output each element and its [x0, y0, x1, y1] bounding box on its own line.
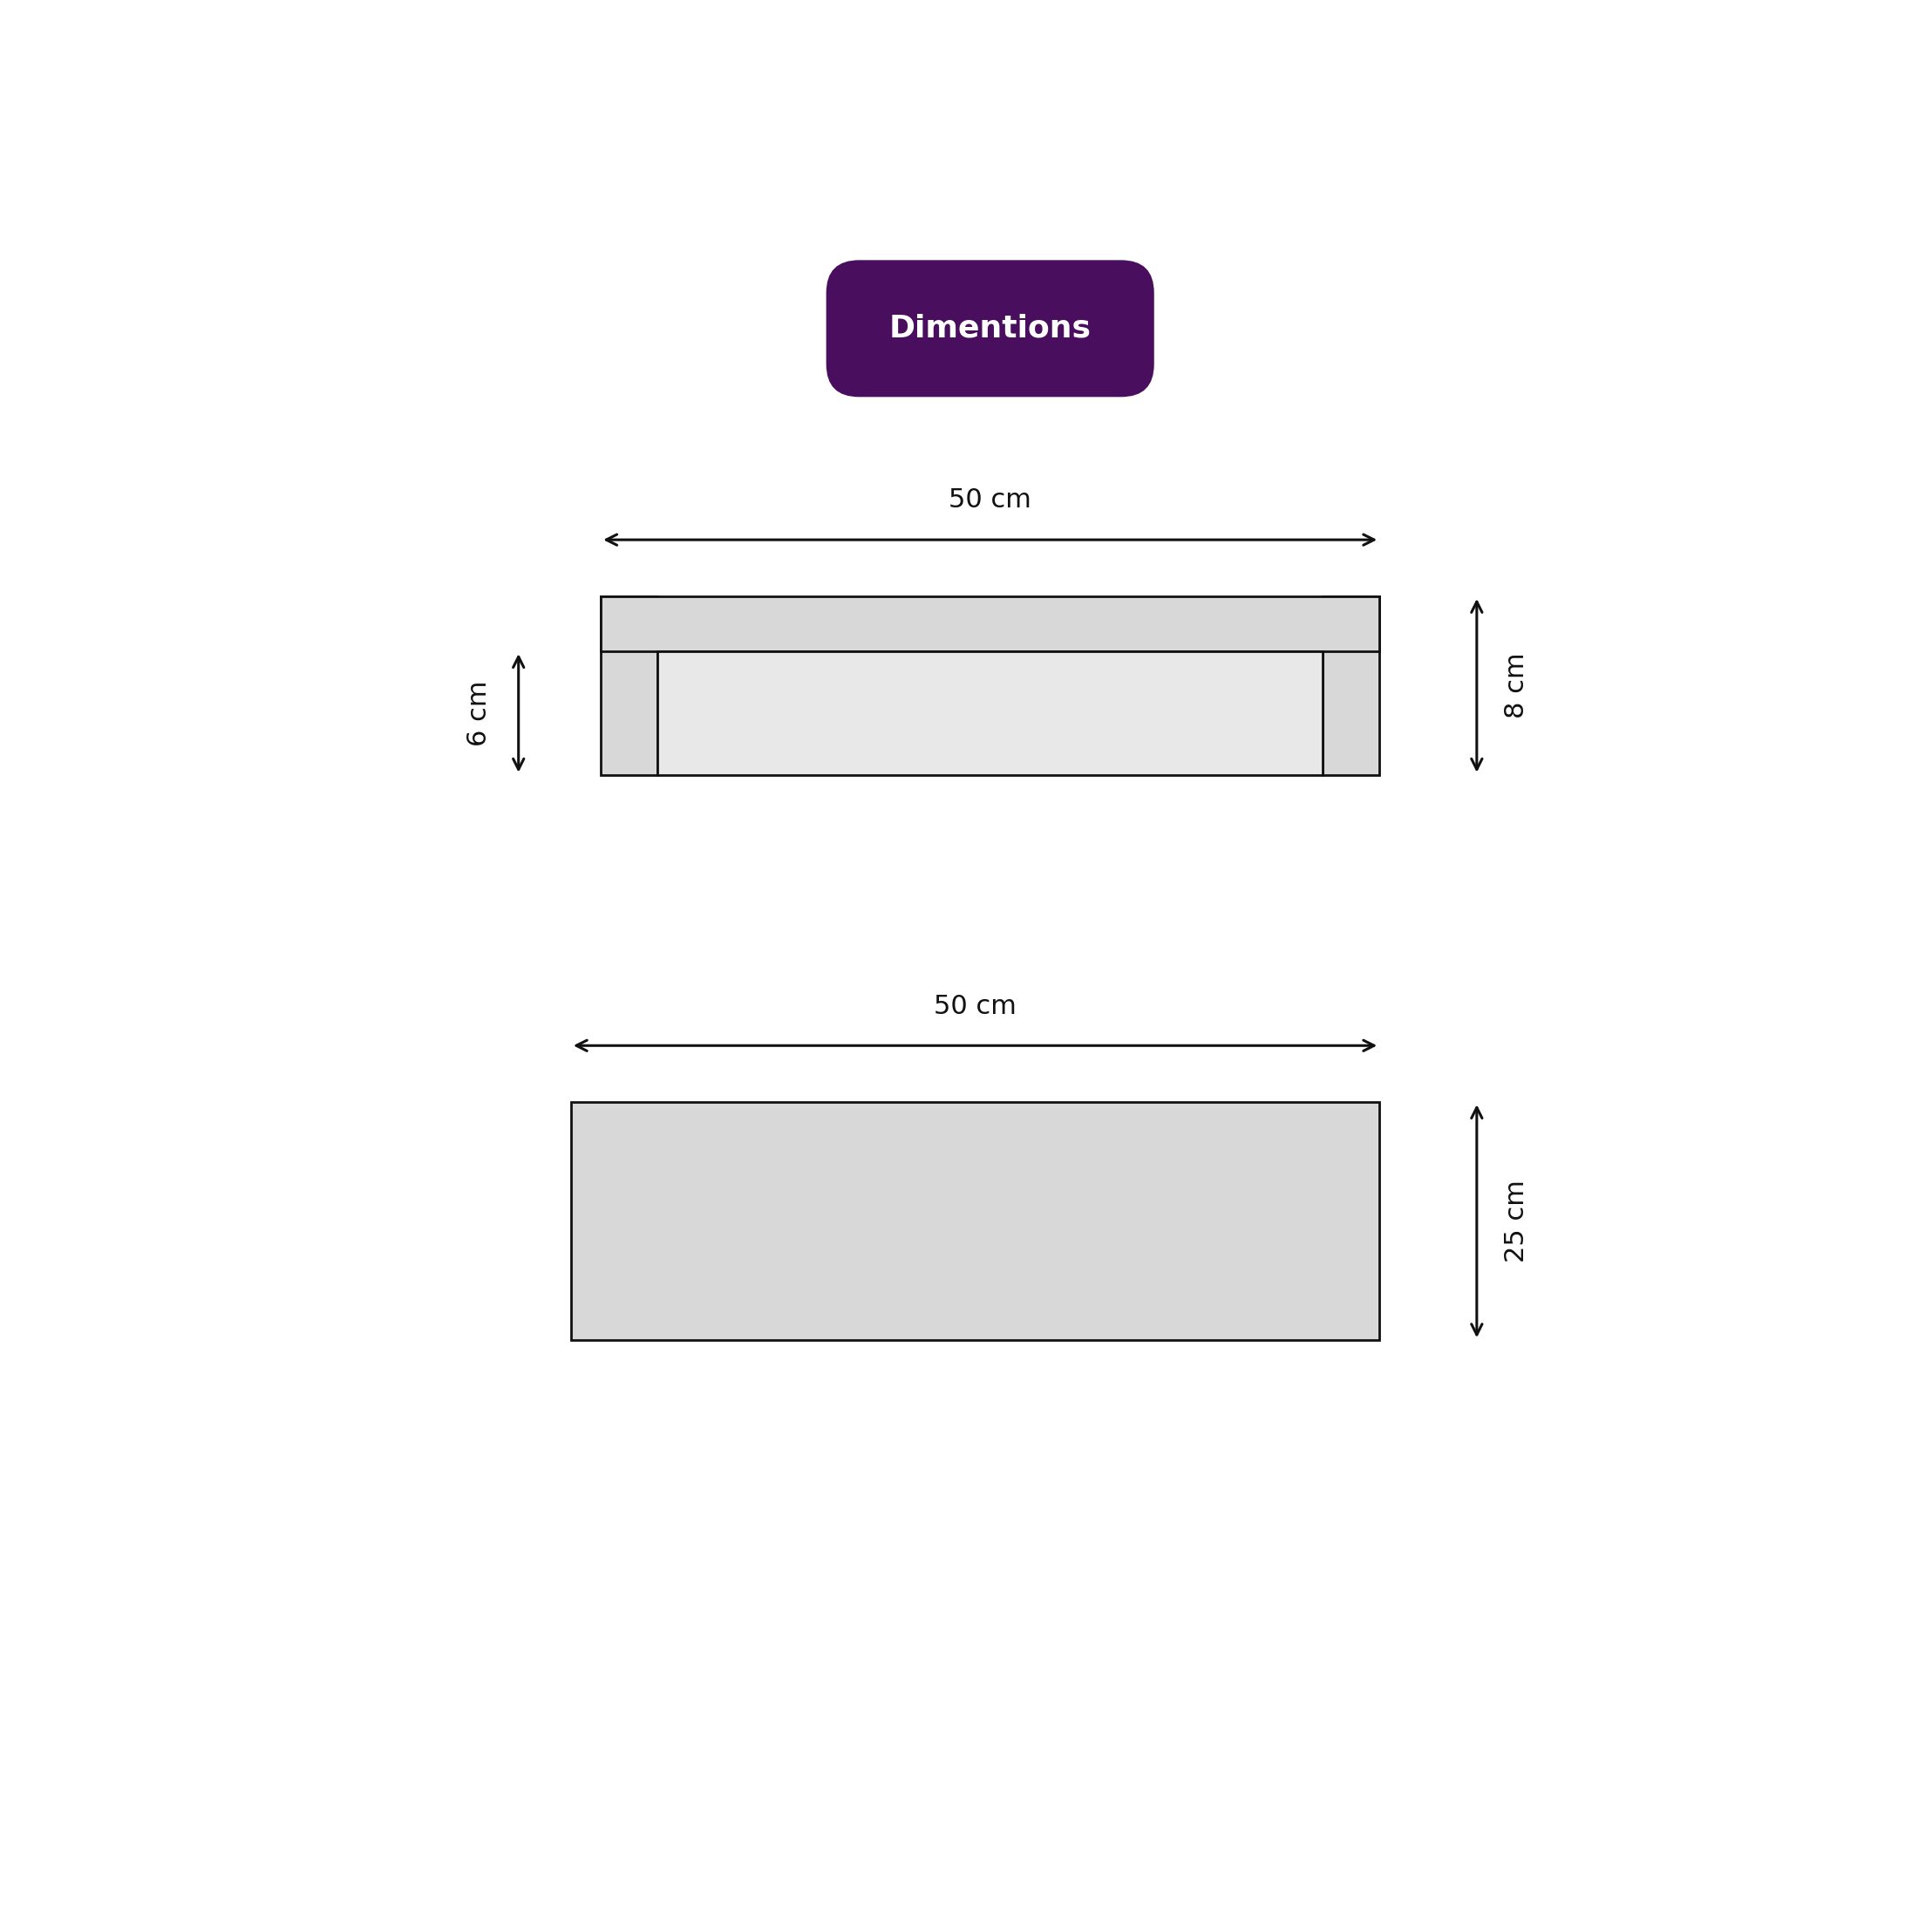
Text: 8 cm: 8 cm [1503, 653, 1528, 719]
Text: 50 cm: 50 cm [933, 993, 1016, 1018]
Bar [601, 597, 1379, 651]
FancyBboxPatch shape [827, 261, 1153, 396]
Text: 6 cm: 6 cm [466, 680, 491, 746]
Bar [601, 597, 657, 775]
Text: 25 cm: 25 cm [1503, 1180, 1528, 1262]
Bar [572, 1101, 1379, 1341]
Bar [657, 651, 1323, 775]
Bar [1323, 597, 1379, 775]
Text: Dimentions: Dimentions [889, 313, 1092, 344]
Text: 50 cm: 50 cm [949, 487, 1032, 514]
